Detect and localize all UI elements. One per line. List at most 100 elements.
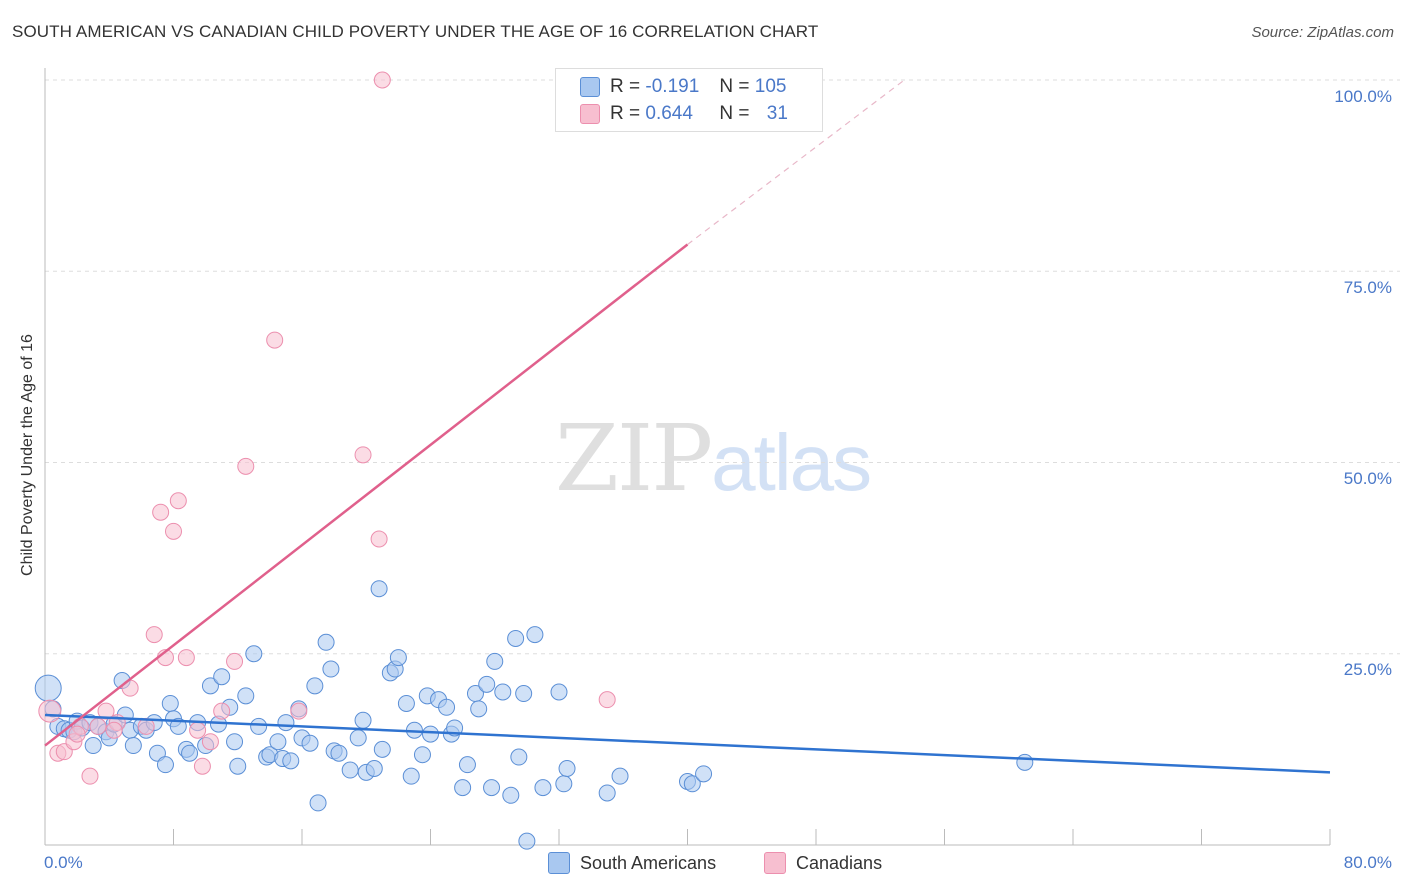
point-canadian: [213, 702, 231, 720]
point-canadian: [373, 71, 391, 89]
point-canadian: [290, 702, 308, 720]
point-canadian: [97, 702, 115, 720]
point-south-american: [277, 714, 295, 732]
point-south-american: [470, 700, 488, 718]
point-canadian: [89, 717, 107, 735]
point-south-american: [229, 757, 247, 775]
point-canadian: [193, 757, 211, 775]
legend-swatch-blue: [548, 852, 570, 874]
point-south-american: [156, 756, 174, 774]
legend-swatch-blue: [580, 77, 600, 97]
point-south-american: [282, 752, 300, 770]
point-south-american: [507, 629, 525, 647]
point-south-american: [349, 729, 367, 747]
point-south-american: [550, 683, 568, 701]
point-south-american: [306, 677, 324, 695]
point-south-american: [322, 660, 340, 678]
point-south-american: [486, 652, 504, 670]
point-south-american: [161, 694, 179, 712]
y-tick-label: 100.0%: [1334, 87, 1392, 106]
point-south-american: [84, 737, 102, 755]
point-canadian: [165, 522, 182, 540]
point-south-american: [341, 761, 359, 779]
point-south-american: [683, 775, 701, 793]
point-south-american: [317, 633, 335, 651]
point-canadian: [105, 721, 123, 739]
point-south-american: [245, 645, 263, 663]
point-canadian: [226, 652, 244, 670]
n-value: 105: [754, 76, 787, 97]
legend-row-south-americans: R = -0.191 N = 105: [580, 75, 786, 99]
point-south-american: [169, 717, 187, 735]
point-south-american: [402, 767, 420, 785]
chart-title: SOUTH AMERICAN VS CANADIAN CHILD POVERTY…: [12, 22, 819, 41]
point-south-american: [458, 756, 476, 774]
point-south-american: [373, 740, 391, 758]
point-south-american: [422, 725, 439, 743]
legend-item-south-americans: South Americans: [548, 852, 716, 874]
point-south-american: [518, 832, 536, 850]
point-south-american: [124, 737, 142, 755]
point-canadian: [266, 331, 284, 349]
point-south-american: [515, 685, 533, 703]
legend-swatch-pink: [580, 104, 600, 124]
point-south-american: [1016, 753, 1034, 771]
point-canadian: [81, 767, 99, 785]
point-south-american: [454, 779, 472, 797]
point-south-american: [611, 767, 629, 785]
point-south-american: [330, 744, 348, 762]
point-canadian: [177, 649, 195, 667]
r-label: R =: [610, 76, 641, 97]
point-canadian: [38, 699, 62, 723]
trend-line-canadians: [44, 243, 689, 747]
point-south-american: [510, 748, 528, 766]
legend-item-canadians: Canadians: [764, 852, 882, 874]
legend-swatch-pink: [764, 852, 786, 874]
point-south-american: [494, 683, 512, 701]
x-tick-label: 80.0%: [1343, 853, 1392, 872]
r-value: -0.191: [645, 76, 700, 97]
y-tick-label: 75.0%: [1343, 278, 1392, 297]
point-canadian: [598, 691, 616, 709]
point-south-american: [226, 733, 244, 751]
point-south-american: [237, 687, 255, 705]
point-canadian: [152, 503, 170, 521]
point-south-american: [483, 779, 501, 797]
n-label: N =: [719, 76, 750, 97]
point-south-american: [478, 675, 496, 693]
point-south-american: [558, 760, 576, 777]
point-south-american: [201, 677, 219, 695]
point-south-american: [181, 744, 199, 762]
point-south-american: [354, 711, 372, 729]
r-label: R =: [610, 103, 641, 124]
point-south-american: [34, 674, 62, 702]
point-south-american: [309, 794, 327, 812]
point-canadian: [169, 492, 187, 510]
legend-label: Canadians: [796, 852, 883, 873]
point-canadian: [370, 530, 388, 548]
point-south-american: [269, 733, 287, 751]
y-tick-label: 50.0%: [1343, 469, 1392, 488]
point-canadian: [354, 446, 372, 464]
point-south-american: [397, 694, 415, 712]
watermark-zip: ZIP: [555, 405, 713, 512]
point-south-american: [365, 760, 383, 777]
point-south-american: [598, 784, 616, 802]
source-label: Source: ZipAtlas.com: [1251, 24, 1394, 41]
trend-line-south-americans: [44, 713, 1331, 774]
trend-line-canadians-extension: [687, 79, 905, 245]
point-canadian: [68, 725, 86, 743]
point-south-american: [370, 580, 388, 598]
point-south-american: [526, 626, 544, 644]
point-south-american: [413, 746, 431, 764]
point-south-american: [301, 734, 319, 752]
point-south-american: [389, 649, 407, 667]
point-canadian: [237, 457, 255, 475]
y-tick-label: 25.0%: [1343, 660, 1392, 679]
point-south-american: [534, 779, 552, 797]
n-label: N =: [719, 103, 750, 124]
y-axis-label: Child Poverty Under the Age of 16: [19, 334, 36, 576]
point-south-american: [502, 786, 520, 804]
point-south-american: [555, 775, 573, 793]
